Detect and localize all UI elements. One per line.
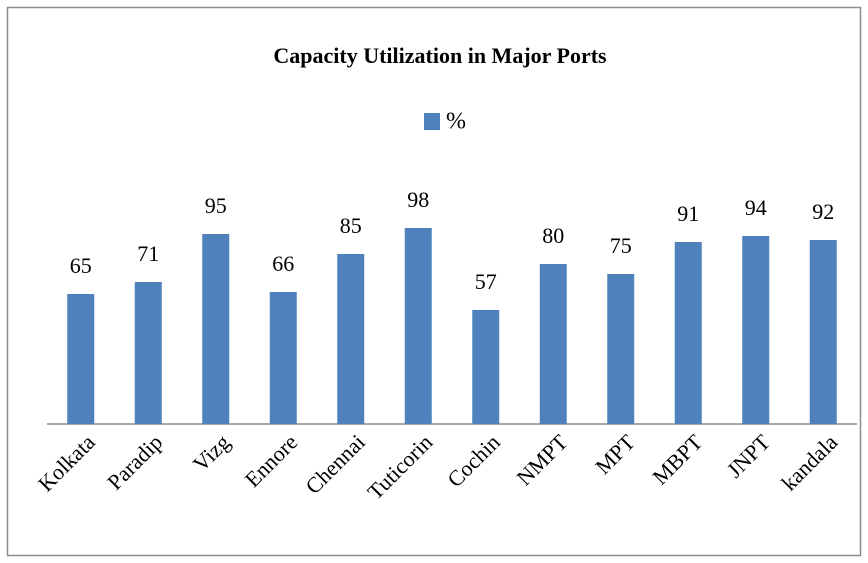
data-label: 94 <box>745 195 767 220</box>
bar <box>269 292 297 424</box>
data-label: 85 <box>340 213 362 238</box>
bar <box>742 236 770 424</box>
bar <box>809 240 837 424</box>
data-label: 75 <box>610 233 632 258</box>
bar <box>337 254 365 424</box>
bar <box>472 310 500 424</box>
legend-swatch <box>424 113 440 130</box>
bar <box>404 228 432 424</box>
chart-title: Capacity Utilization in Major Ports <box>273 43 607 68</box>
data-label: 98 <box>407 187 429 212</box>
legend-label: % <box>446 109 466 135</box>
bar <box>674 242 702 424</box>
bar <box>607 274 635 424</box>
chart-border <box>6 6 862 557</box>
data-label: 95 <box>205 193 227 218</box>
bar <box>134 282 162 424</box>
data-label: 57 <box>475 269 497 294</box>
bar <box>67 294 95 424</box>
bar <box>539 264 567 424</box>
data-label: 80 <box>542 223 564 248</box>
data-label: 71 <box>137 241 159 266</box>
data-label: 91 <box>677 201 699 226</box>
data-label: 66 <box>272 251 294 276</box>
bar <box>202 234 230 424</box>
data-label: 92 <box>812 199 834 224</box>
data-label: 65 <box>70 253 92 278</box>
